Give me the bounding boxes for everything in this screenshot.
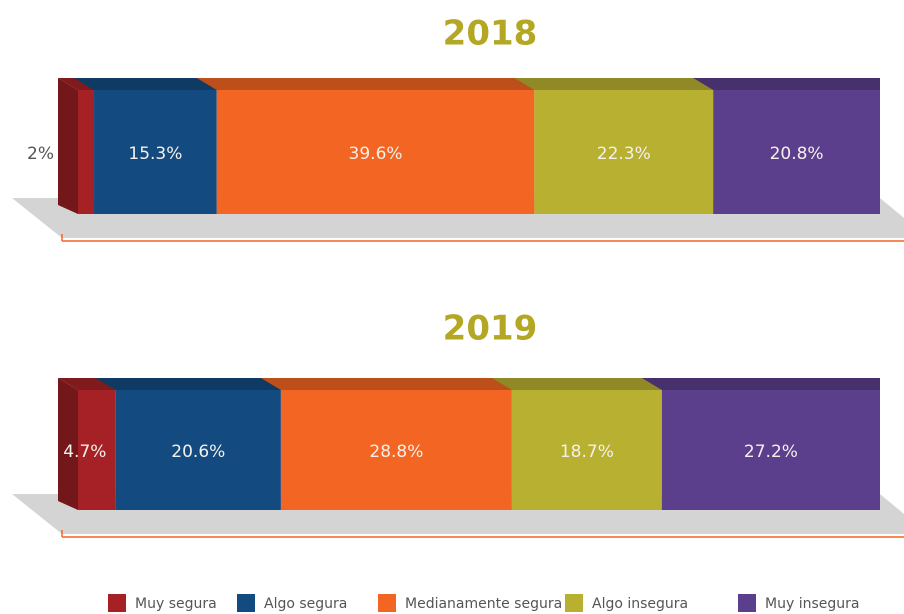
bar-side [58,378,78,510]
bar [534,90,714,214]
bar-top [260,378,512,390]
bar-side [58,78,78,214]
value-label: 15.3% [128,144,182,164]
legend-swatch [378,594,396,612]
bar-top [95,378,281,390]
bar-title: 2018 [443,14,538,54]
legend-label: Muy segura [135,596,217,612]
value-label: 39.6% [349,144,403,164]
bar-title: 2019 [443,309,538,349]
value-label: 22.3% [597,144,651,164]
legend-swatch [237,594,255,612]
bar [216,90,535,214]
bar-top [693,78,880,90]
bar [280,390,512,510]
bar-top [196,78,535,90]
bar [94,90,217,214]
value-label: 4.7% [63,442,106,462]
value-label: 20.8% [770,144,824,164]
bar [78,90,95,214]
bar [713,90,880,214]
legend-label: Algo segura [264,596,347,612]
value-label: 27.2% [744,442,798,462]
legend-label: Algo insegura [592,596,688,612]
value-label: 20.6% [171,442,225,462]
bar-top [491,378,662,390]
legend-swatch [565,594,583,612]
value-label: 28.8% [369,442,423,462]
value-label: 18.7% [560,442,614,462]
bar [661,390,880,510]
legend-swatch [108,594,126,612]
legend-label: Muy insegura [765,596,859,612]
legend-swatch [738,594,756,612]
bar-top [641,378,880,390]
bar [115,390,281,510]
bar [511,390,662,510]
value-label: 2% [27,144,54,164]
bar-top [74,78,217,90]
bar [78,390,116,510]
bar-top [514,78,714,90]
legend-label: Medianamente segura [405,596,562,612]
